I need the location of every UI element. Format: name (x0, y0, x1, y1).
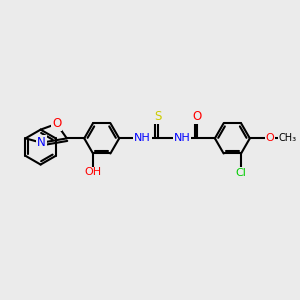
Text: Cl: Cl (236, 168, 247, 178)
Text: O: O (266, 134, 274, 143)
Text: CH₃: CH₃ (279, 134, 297, 143)
Text: NH: NH (134, 134, 151, 143)
Text: NH: NH (174, 134, 190, 143)
Text: O: O (193, 110, 202, 123)
Text: N: N (37, 136, 46, 149)
Text: OH: OH (84, 167, 101, 177)
Text: S: S (154, 110, 162, 123)
Text: O: O (52, 117, 61, 130)
